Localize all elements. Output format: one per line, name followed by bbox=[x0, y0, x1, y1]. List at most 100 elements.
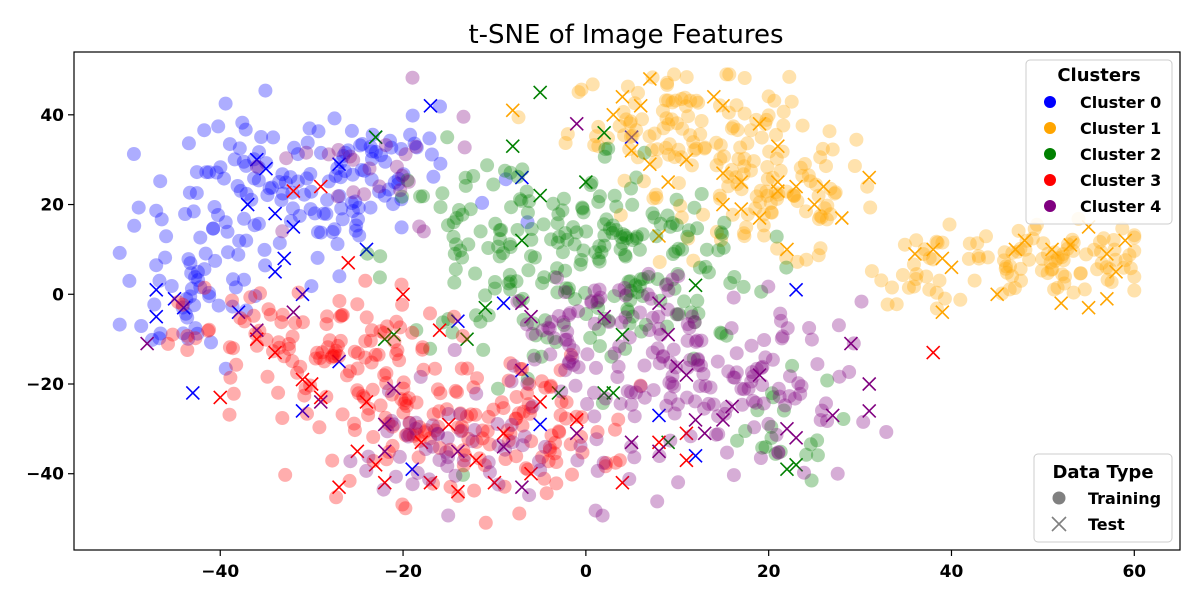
training-point bbox=[520, 386, 535, 401]
training-point bbox=[595, 508, 610, 523]
legend-label: Training bbox=[1088, 489, 1161, 508]
training-point bbox=[389, 347, 404, 361]
training-point bbox=[802, 321, 817, 335]
training-point bbox=[237, 314, 252, 329]
training-point bbox=[759, 112, 774, 127]
training-point bbox=[441, 450, 455, 465]
training-point bbox=[578, 285, 593, 300]
training-point bbox=[419, 423, 434, 438]
training-point bbox=[623, 129, 638, 144]
training-point bbox=[627, 96, 642, 111]
training-point bbox=[720, 445, 734, 460]
training-point bbox=[333, 309, 348, 324]
training-point bbox=[558, 281, 573, 296]
training-point bbox=[549, 335, 563, 349]
training-point bbox=[880, 297, 895, 312]
training-point bbox=[769, 427, 784, 442]
training-point bbox=[632, 279, 647, 294]
training-point bbox=[683, 429, 698, 444]
training-point bbox=[847, 159, 862, 173]
training-point bbox=[548, 435, 563, 450]
training-point bbox=[627, 409, 642, 424]
training-point bbox=[613, 208, 628, 223]
training-point bbox=[729, 346, 744, 361]
training-point bbox=[511, 110, 526, 125]
training-point bbox=[1106, 233, 1121, 247]
training-point bbox=[314, 225, 328, 240]
training-point bbox=[378, 154, 393, 169]
training-point bbox=[211, 208, 225, 222]
training-point bbox=[571, 85, 586, 100]
training-point bbox=[1107, 242, 1122, 257]
training-point bbox=[1116, 260, 1131, 275]
training-point bbox=[645, 70, 660, 85]
test-point bbox=[789, 179, 804, 194]
training-point bbox=[428, 423, 442, 438]
training-point bbox=[687, 315, 702, 330]
training-point bbox=[516, 404, 531, 419]
training-point bbox=[801, 168, 816, 183]
training-point bbox=[1011, 223, 1026, 238]
training-point bbox=[232, 233, 247, 248]
training-point bbox=[398, 393, 413, 408]
training-point bbox=[645, 206, 660, 221]
training-point bbox=[287, 140, 302, 155]
training-point bbox=[557, 285, 572, 300]
training-point bbox=[327, 349, 342, 364]
training-point bbox=[332, 294, 347, 308]
training-point bbox=[823, 207, 838, 222]
training-point bbox=[670, 397, 685, 412]
training-point bbox=[754, 284, 769, 299]
training-point bbox=[390, 343, 405, 358]
training-point bbox=[719, 67, 734, 82]
training-point bbox=[496, 246, 511, 261]
training-point bbox=[395, 497, 410, 512]
test-point bbox=[651, 408, 667, 423]
training-point bbox=[652, 321, 667, 336]
training-point bbox=[922, 282, 937, 297]
training-point bbox=[1040, 266, 1055, 281]
training-point bbox=[830, 466, 845, 481]
training-point bbox=[343, 149, 357, 164]
training-point bbox=[752, 195, 767, 210]
training-point bbox=[334, 308, 349, 323]
test-point bbox=[140, 336, 155, 351]
training-point bbox=[942, 217, 957, 232]
test-point bbox=[332, 480, 347, 495]
training-point bbox=[757, 228, 772, 243]
training-point bbox=[451, 488, 466, 503]
training-point bbox=[394, 392, 409, 407]
training-point bbox=[972, 251, 986, 266]
training-point bbox=[491, 381, 505, 396]
training-point bbox=[926, 252, 941, 267]
training-point bbox=[698, 259, 713, 274]
test-point bbox=[661, 175, 676, 190]
training-point bbox=[271, 335, 286, 350]
training-point bbox=[538, 313, 553, 328]
training-point bbox=[667, 406, 682, 421]
training-point bbox=[755, 359, 770, 374]
test-point bbox=[523, 309, 539, 324]
test-point bbox=[990, 287, 1005, 302]
training-point bbox=[550, 216, 565, 231]
training-point bbox=[563, 347, 578, 362]
training-point bbox=[450, 385, 464, 400]
training-point bbox=[441, 407, 456, 421]
training-point bbox=[649, 229, 664, 244]
training-point bbox=[836, 412, 851, 426]
training-point bbox=[546, 196, 561, 211]
training-point bbox=[637, 390, 652, 405]
training-point bbox=[714, 225, 729, 240]
training-point bbox=[526, 316, 541, 331]
training-point bbox=[909, 267, 924, 282]
training-point bbox=[637, 358, 652, 373]
training-point bbox=[395, 189, 409, 204]
test-point bbox=[1099, 246, 1114, 261]
training-point bbox=[416, 224, 431, 239]
training-point bbox=[191, 273, 206, 288]
training-point bbox=[667, 281, 682, 296]
training-point bbox=[492, 232, 507, 247]
training-point bbox=[335, 407, 350, 422]
training-point bbox=[804, 473, 819, 488]
training-point bbox=[681, 109, 696, 124]
